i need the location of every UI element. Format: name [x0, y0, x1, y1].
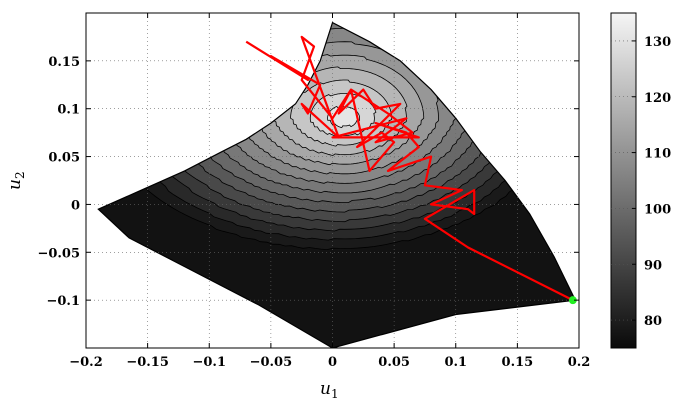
y-axis-label: u2: [5, 171, 27, 190]
x-tick-label: −0.15: [126, 355, 169, 370]
feasible-region-boundary: [97, 21, 577, 348]
end-marker: [568, 296, 577, 305]
trajectory-line: [245, 35, 574, 302]
x-tick-label: 0.05: [378, 355, 410, 370]
x-tick-label: 0.15: [502, 355, 534, 370]
y-tick-label: 0.15: [48, 55, 80, 70]
colorbar-tick-label: 120: [644, 91, 671, 106]
colorbar: [610, 12, 637, 349]
colorbar-tick-label: 80: [644, 314, 662, 329]
y-tick-label: −0.1: [46, 294, 80, 309]
colorbar-tick-label: 110: [644, 147, 671, 162]
x-axis-label: u1: [320, 379, 339, 401]
colorbar-tick-label: 90: [644, 258, 662, 273]
x-tick-label: −0.05: [250, 355, 293, 370]
y-tick-label: 0.05: [48, 151, 80, 166]
y-tick-label: 0.1: [57, 103, 80, 118]
x-tick-label: 0.1: [444, 355, 467, 370]
x-tick-label: 0.2: [568, 355, 591, 370]
y-tick-label: 0: [71, 198, 80, 213]
x-tick-label: 0: [328, 355, 337, 370]
colorbar-tick-label: 130: [644, 35, 671, 50]
x-tick-label: −0.2: [69, 355, 103, 370]
colorbar-tick-label: 100: [644, 202, 671, 217]
x-tick-label: −0.1: [192, 355, 226, 370]
y-tick-label: −0.05: [37, 246, 80, 261]
